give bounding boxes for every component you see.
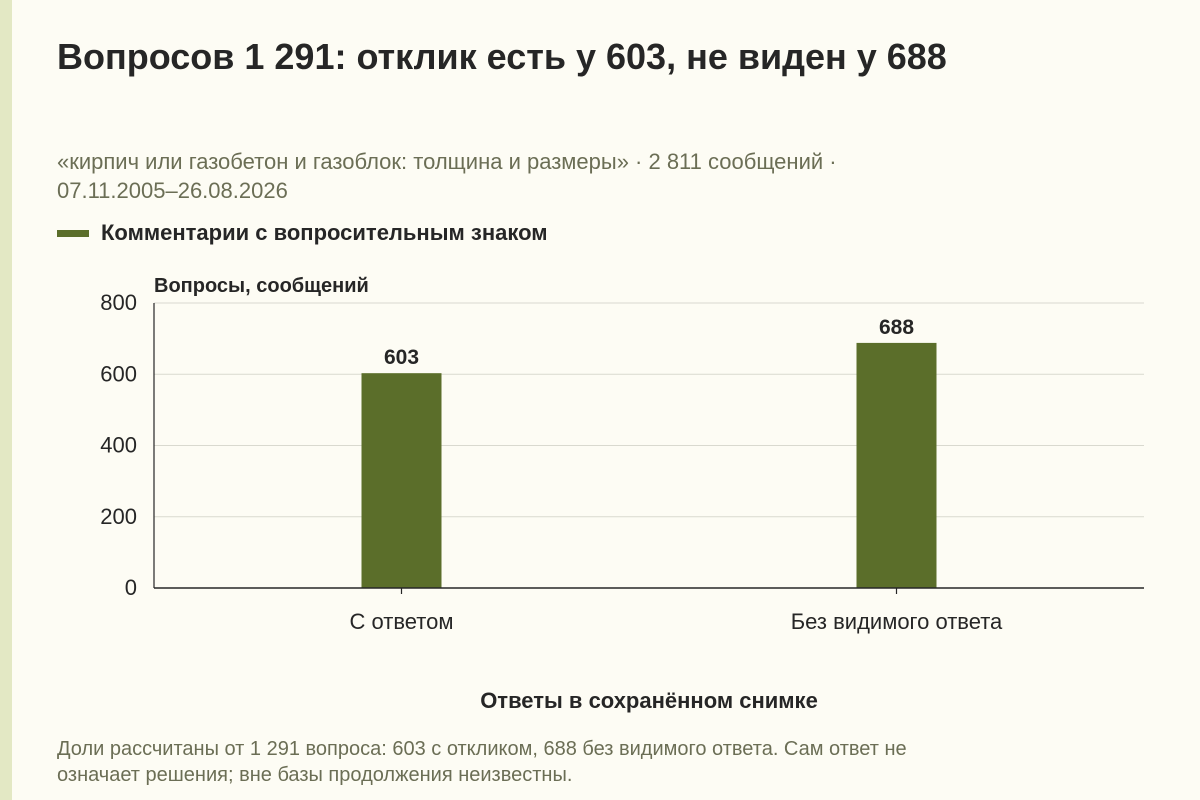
bar (856, 342, 937, 588)
page-subtitle: «кирпич или газобетон и газоблок: толщин… (57, 147, 1057, 205)
footnote-line-1: Доли рассчитаны от 1 291 вопроса: 603 с … (57, 738, 907, 760)
subtitle-line-1: «кирпич или газобетон и газоблок: толщин… (57, 149, 837, 174)
y-tick-label: 0 (125, 575, 137, 600)
x-tick-label: С ответом (350, 609, 454, 634)
grid-lines (154, 302, 1144, 518)
bar-value-label: 603 (384, 346, 419, 369)
y-tick-label: 200 (100, 504, 137, 529)
footnote: Доли рассчитаны от 1 291 вопроса: 603 с … (57, 736, 1077, 788)
axes: 0 200 400 600 800 С ответом Без видимого ответ… (100, 290, 1144, 634)
footnote-line-2: означает решения; вне базы продолжения н… (57, 764, 573, 786)
x-tick-label: Без видимого ответа (791, 609, 1003, 634)
y-tick-label: 800 (100, 290, 137, 315)
bar-value-label: 688 (879, 316, 914, 339)
y-tick-label: 400 (100, 433, 137, 458)
legend-swatch (57, 229, 89, 237)
y-tick-label: 600 (100, 361, 137, 386)
side-stripe (0, 0, 12, 800)
x-axis-label: Ответы в сохранённом снимке (480, 688, 818, 713)
legend-label: Комментарии с вопросительным знаком (101, 220, 548, 245)
bar (361, 373, 442, 588)
y-axis-label: Вопросы, сообщений (154, 275, 369, 297)
bars: 603 688 (361, 316, 937, 588)
page-title: Вопросов 1 291: отклик есть у 603, не ви… (57, 36, 947, 77)
subtitle-line-2: 07.11.2005–26.08.2026 (57, 178, 288, 203)
chart-legend: Комментарии с вопросительным знаком (57, 220, 548, 246)
